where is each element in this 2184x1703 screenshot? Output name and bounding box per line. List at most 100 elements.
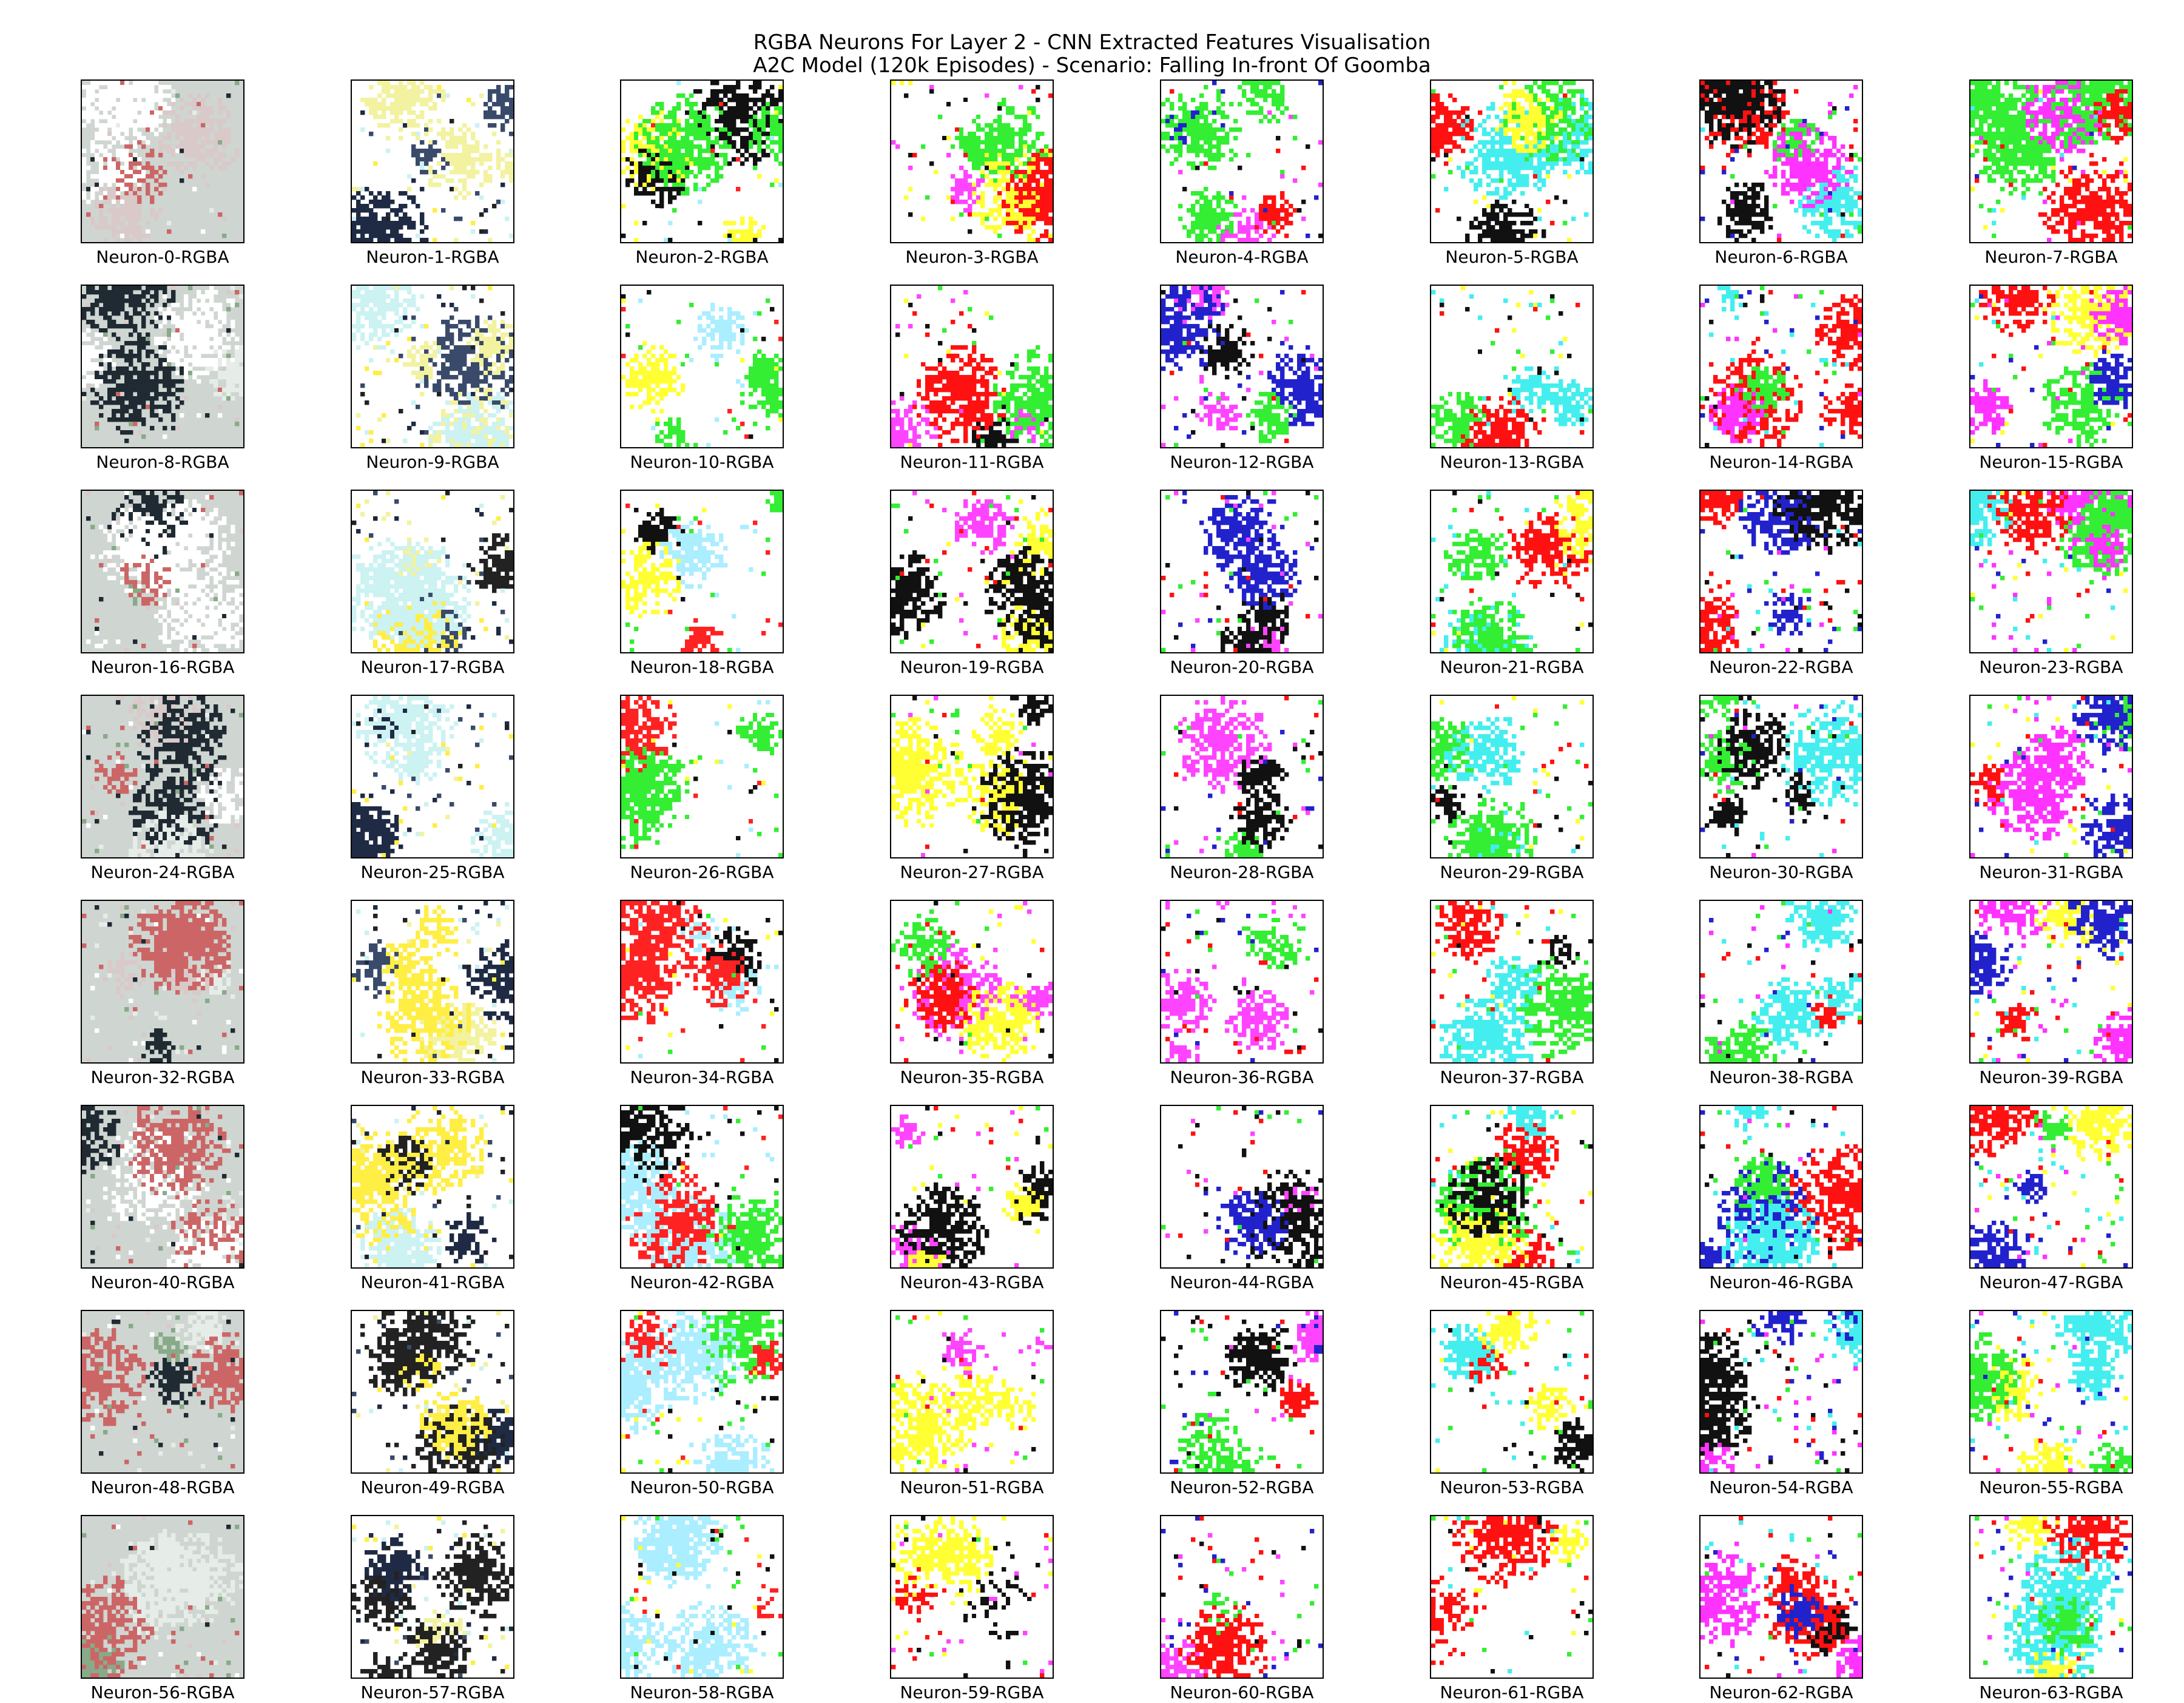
neuron-feature-image	[620, 490, 784, 653]
activation-map-image	[1161, 901, 1323, 1062]
activation-map-image	[82, 491, 243, 652]
activation-map-image	[891, 901, 1053, 1062]
activation-map-image	[1431, 696, 1592, 857]
neuron-feature-image	[81, 900, 244, 1064]
neuron-label: Neuron-36-RGBA	[1111, 1067, 1372, 1088]
neuron-label: Neuron-4-RGBA	[1111, 247, 1372, 268]
activation-map-image	[1970, 1516, 2132, 1678]
neuron-label: Neuron-47-RGBA	[1921, 1272, 2182, 1293]
neuron-feature-image	[890, 1105, 1054, 1269]
neuron-label: Neuron-40-RGBA	[32, 1272, 293, 1293]
neuron-feature-image	[1699, 1515, 1863, 1679]
activation-map-image	[82, 901, 243, 1062]
activation-map-image	[1700, 1516, 1862, 1678]
neuron-label: Neuron-62-RGBA	[1651, 1682, 1912, 1703]
neuron-feature-image	[351, 285, 514, 448]
activation-map-image	[82, 286, 243, 447]
activation-map-image	[891, 696, 1053, 857]
neuron-label: Neuron-11-RGBA	[841, 452, 1102, 473]
neuron-feature-image	[81, 79, 244, 243]
neuron-label: Neuron-59-RGBA	[841, 1682, 1102, 1703]
neuron-label: Neuron-48-RGBA	[32, 1477, 293, 1498]
activation-map-image	[82, 1106, 243, 1267]
neuron-label: Neuron-19-RGBA	[841, 657, 1102, 678]
neuron-feature-image	[890, 285, 1054, 448]
neuron-label: Neuron-63-RGBA	[1921, 1682, 2182, 1703]
neuron-feature-image	[620, 900, 784, 1064]
neuron-label: Neuron-61-RGBA	[1381, 1682, 1642, 1703]
activation-map-image	[352, 491, 513, 652]
neuron-label: Neuron-3-RGBA	[841, 247, 1102, 268]
neuron-feature-image	[1160, 1105, 1324, 1269]
activation-map-image	[1161, 696, 1323, 857]
neuron-feature-image	[890, 1310, 1054, 1474]
activation-map-image	[891, 286, 1053, 447]
activation-map-image	[352, 1106, 513, 1267]
neuron-label: Neuron-52-RGBA	[1111, 1477, 1372, 1498]
neuron-label: Neuron-8-RGBA	[32, 452, 293, 473]
neuron-feature-image	[1969, 490, 2133, 653]
neuron-label: Neuron-15-RGBA	[1921, 452, 2182, 473]
neuron-feature-image	[620, 285, 784, 448]
activation-map-image	[1970, 696, 2132, 857]
neuron-feature-image	[1969, 1105, 2133, 1269]
activation-map-image	[1431, 81, 1592, 242]
neuron-feature-image	[1160, 1310, 1324, 1474]
neuron-feature-image	[890, 695, 1054, 858]
neuron-feature-image	[351, 1515, 514, 1679]
activation-map-image	[1970, 1106, 2132, 1267]
neuron-feature-image	[1969, 1310, 2133, 1474]
neuron-label: Neuron-17-RGBA	[302, 657, 563, 678]
neuron-feature-image	[1430, 490, 1594, 653]
neuron-feature-image	[81, 695, 244, 858]
neuron-label: Neuron-46-RGBA	[1651, 1272, 1912, 1293]
activation-map-image	[1161, 81, 1323, 242]
neuron-label: Neuron-35-RGBA	[841, 1067, 1102, 1088]
activation-map-image	[1161, 1106, 1323, 1267]
neuron-feature-image	[1160, 79, 1324, 243]
neuron-label: Neuron-49-RGBA	[302, 1477, 563, 1498]
neuron-label: Neuron-20-RGBA	[1111, 657, 1372, 678]
neuron-label: Neuron-16-RGBA	[32, 657, 293, 678]
activation-map-image	[621, 81, 783, 242]
neuron-feature-image	[1160, 1515, 1324, 1679]
activation-map-image	[352, 286, 513, 447]
neuron-label: Neuron-43-RGBA	[841, 1272, 1102, 1293]
neuron-label: Neuron-31-RGBA	[1921, 862, 2182, 883]
activation-map-image	[1431, 1311, 1592, 1472]
neuron-feature-image	[81, 1105, 244, 1269]
neuron-feature-image	[81, 490, 244, 653]
activation-map-image	[891, 81, 1053, 242]
activation-map-image	[1161, 286, 1323, 447]
neuron-label: Neuron-28-RGBA	[1111, 862, 1372, 883]
neuron-feature-image	[1969, 695, 2133, 858]
neuron-label: Neuron-10-RGBA	[571, 452, 832, 473]
neuron-feature-image	[1430, 1310, 1594, 1474]
neuron-label: Neuron-54-RGBA	[1651, 1477, 1912, 1498]
activation-map-image	[621, 1516, 783, 1678]
neuron-feature-image	[81, 1515, 244, 1679]
activation-map-image	[1431, 1106, 1592, 1267]
neuron-feature-image	[1430, 695, 1594, 858]
neuron-label: Neuron-55-RGBA	[1921, 1477, 2182, 1498]
neuron-feature-image	[1160, 490, 1324, 653]
neuron-feature-image	[351, 900, 514, 1064]
neuron-feature-image	[1699, 490, 1863, 653]
neuron-label: Neuron-13-RGBA	[1381, 452, 1642, 473]
neuron-label: Neuron-32-RGBA	[32, 1067, 293, 1088]
neuron-label: Neuron-44-RGBA	[1111, 1272, 1372, 1293]
activation-map-image	[621, 491, 783, 652]
neuron-feature-image	[351, 695, 514, 858]
neuron-label: Neuron-42-RGBA	[571, 1272, 832, 1293]
activation-map-image	[1431, 901, 1592, 1062]
neuron-feature-image	[1699, 1310, 1863, 1474]
neuron-label: Neuron-53-RGBA	[1381, 1477, 1642, 1498]
neuron-feature-image	[351, 1310, 514, 1474]
neuron-label: Neuron-22-RGBA	[1651, 657, 1912, 678]
neuron-feature-image	[1430, 900, 1594, 1064]
neuron-label: Neuron-51-RGBA	[841, 1477, 1102, 1498]
neuron-feature-image	[620, 79, 784, 243]
activation-map-image	[1970, 81, 2132, 242]
neuron-feature-image	[620, 1310, 784, 1474]
